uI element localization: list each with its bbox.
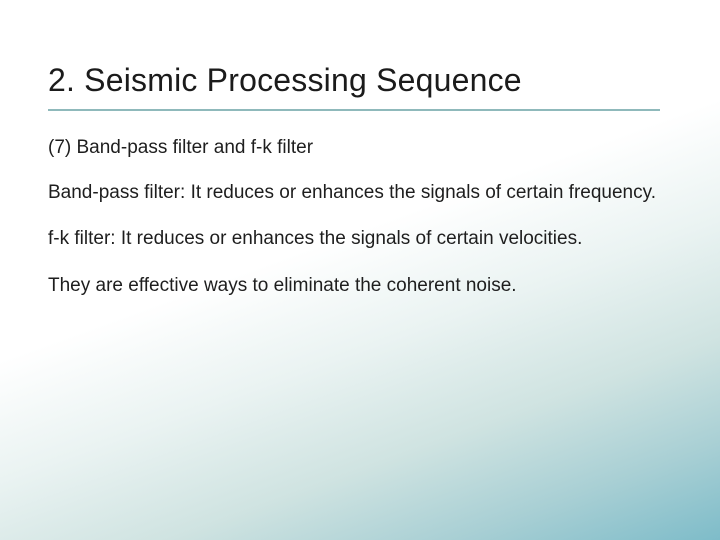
paragraph: f-k filter: It reduces or enhances the s…	[48, 227, 660, 251]
slide-title: 2. Seismic Processing Sequence	[48, 62, 660, 111]
paragraph: Band-pass filter: It reduces or enhances…	[48, 181, 660, 205]
slide: 2. Seismic Processing Sequence (7) Band-…	[0, 0, 720, 540]
paragraph: They are effective ways to eliminate the…	[48, 274, 660, 298]
slide-subhead: (7) Band-pass filter and f-k filter	[48, 137, 660, 159]
slide-content: 2. Seismic Processing Sequence (7) Band-…	[48, 62, 660, 320]
